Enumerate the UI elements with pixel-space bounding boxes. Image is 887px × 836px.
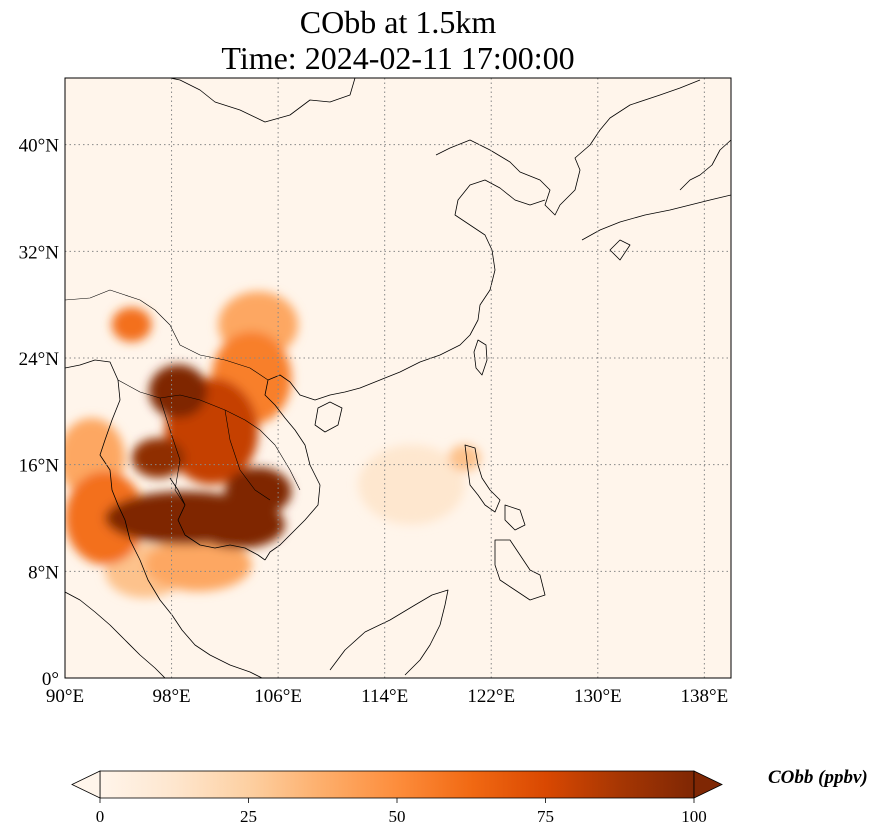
plume-blob <box>148 364 208 419</box>
plume-blob <box>358 444 465 525</box>
colorbar-gradient <box>99 770 695 799</box>
colorbar-min-extend <box>71 770 101 799</box>
plume-blob <box>224 467 292 516</box>
lon-tick-label: 90°E <box>46 686 84 707</box>
colorbar-tick-label: 50 <box>389 807 406 826</box>
lon-tick-label: 98°E <box>152 686 190 707</box>
plume-blob <box>131 438 185 478</box>
plume-blob <box>111 307 152 342</box>
lat-tick-label: 32°N <box>19 242 60 263</box>
coastline-hainan <box>314 401 343 433</box>
colorbar-max-extend <box>693 770 723 799</box>
colorbar-tick-label: 0 <box>96 807 105 826</box>
lon-tick-label: 106°E <box>254 686 302 707</box>
concentration-field <box>65 291 481 598</box>
map-frame <box>64 77 732 679</box>
colorbar-tick-label: 100 <box>681 807 707 826</box>
coastlines <box>65 78 731 678</box>
plume-blob <box>65 471 145 565</box>
colorbar: 0 25 50 75 100 <box>71 770 723 826</box>
lat-tick-label: 16°N <box>19 456 60 477</box>
lat-tick-label: 24°N <box>19 349 60 370</box>
colorbar-label: CObb (ppbv) <box>768 767 868 788</box>
colorbar-tick-label: 75 <box>537 807 554 826</box>
colorbar-ticks: 0 25 50 75 100 <box>96 798 707 826</box>
coastline-sumatra <box>65 591 166 678</box>
plume-blob <box>448 444 481 472</box>
coastline-east-asia <box>169 78 701 561</box>
lat-axis: 0° 8°N 16°N 24°N 32°N 40°N <box>19 136 60 690</box>
lat-tick-label: 8°N <box>28 562 59 583</box>
lon-tick-label: 114°E <box>361 686 408 707</box>
coastline-borneo <box>329 589 449 676</box>
lon-tick-label: 122°E <box>467 686 515 707</box>
lat-tick-label: 0° <box>42 669 59 690</box>
map-title-line2: Time: 2024-02-11 17:00:00 <box>221 40 575 76</box>
lat-tick-label: 40°N <box>19 136 60 157</box>
coastline-taiwan <box>473 339 488 376</box>
coastline-indochina <box>65 359 266 678</box>
lon-tick-label: 130°E <box>574 686 622 707</box>
country-borders <box>65 289 301 506</box>
lon-tick-label: 138°E <box>681 686 729 707</box>
lon-axis: 90°E 98°E 106°E 114°E 122°E 130°E 138°E <box>46 686 728 707</box>
colorbar-tick-label: 25 <box>240 807 257 826</box>
coastline-philippines <box>464 444 546 601</box>
gridlines <box>65 78 731 678</box>
coastline-japan <box>581 139 731 261</box>
map-title-line1: CObb at 1.5km <box>299 4 497 40</box>
